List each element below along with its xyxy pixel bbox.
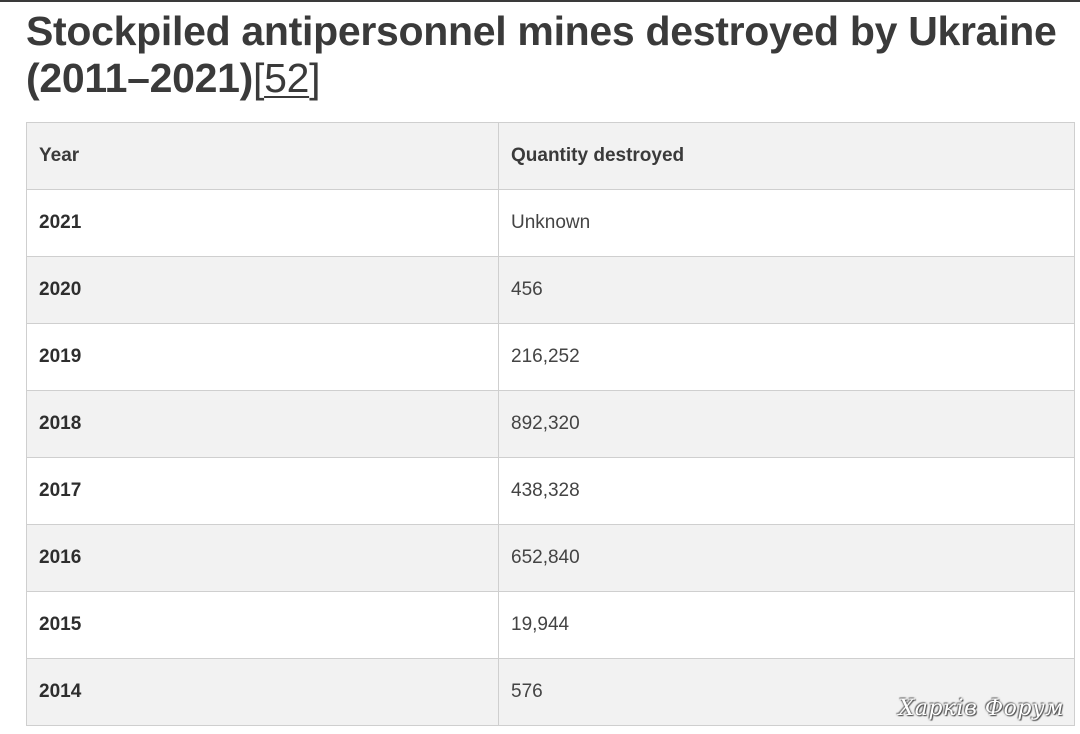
title-text: Stockpiled antipersonnel mines destroyed… [26,8,1057,101]
table-row: 2021 Unknown [26,189,1075,257]
quantity-cell: 438,328 [498,457,1075,525]
year-cell: 2019 [26,323,499,391]
table-row: 2018 892,320 [26,390,1075,458]
year-cell: 2016 [26,524,499,592]
table-row: 2019 216,252 [26,323,1075,391]
year-cell: 2014 [26,658,499,726]
year-cell: 2018 [26,390,499,458]
year-cell: 2017 [26,457,499,525]
year-cell: 2020 [26,256,499,324]
reference-link[interactable]: 52 [264,55,310,101]
table-header-row: Year Quantity destroyed [26,122,1075,190]
table-row: 2016 652,840 [26,524,1075,592]
quantity-cell: 892,320 [498,390,1075,458]
quantity-cell: 456 [498,256,1075,324]
reference-close-bracket: ] [309,55,321,101]
year-cell: 2015 [26,591,499,659]
forum-watermark: Харків Форум [898,696,1064,721]
table-row: 2020 456 [26,256,1075,324]
page-title: Stockpiled antipersonnel mines destroyed… [26,8,1066,102]
table-row: 2014 576 [26,658,1075,726]
column-header-year: Year [26,122,499,190]
quantity-cell: Unknown [498,189,1075,257]
table-row: 2015 19,944 [26,591,1075,659]
reference-open-bracket: [ [252,55,265,101]
reference-note: [52] [252,55,321,101]
mines-table: Year Quantity destroyed 2021 Unknown 202… [26,122,1075,726]
column-header-quantity: Quantity destroyed [498,122,1075,190]
quantity-cell: 216,252 [498,323,1075,391]
year-cell: 2021 [26,189,499,257]
quantity-cell: 576 [498,658,1075,726]
quantity-cell: 19,944 [498,591,1075,659]
quantity-cell: 652,840 [498,524,1075,592]
top-rule [0,0,1080,2]
table-row: 2017 438,328 [26,457,1075,525]
